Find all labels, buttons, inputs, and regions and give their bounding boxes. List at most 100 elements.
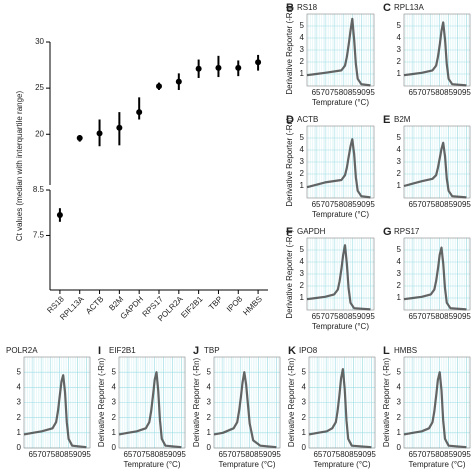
panel-title: EIF2B1 (109, 346, 136, 355)
y-tick-label: 1 (17, 428, 22, 437)
x-tick-label: 75 (426, 200, 435, 209)
x-tick-label: 95 (462, 88, 471, 97)
panel-title: TBP (204, 346, 220, 355)
x-tick-label: 90 (168, 450, 177, 459)
x-tick-label: 65 (408, 88, 417, 97)
x-tick-label: 65 (408, 450, 417, 459)
x-tick-label: 90 (357, 200, 366, 209)
y-tick-label: 3 (112, 398, 117, 407)
y-tick-label: 1 (397, 69, 402, 78)
y-tick-label: 25 (35, 83, 44, 92)
x-tick-label: 80 (339, 200, 348, 209)
plot-frame (23, 356, 91, 449)
y-tick-label: 5 (302, 367, 307, 376)
y-tick-label: 5 (300, 245, 305, 254)
y-axis-label: Derivative Reporter (-Rn) (287, 357, 296, 447)
x-tick-label: 65 (408, 312, 417, 321)
x-tick-label: 80 (339, 88, 348, 97)
y-tick-label: 4 (112, 382, 117, 391)
plot-frame (118, 356, 186, 449)
x-tick-label: 70 (417, 450, 426, 459)
x-tick-label: 90 (73, 450, 82, 459)
y-tick-label: 2 (397, 413, 402, 422)
melt-curve (403, 141, 467, 199)
y-tick-label: 3 (207, 398, 212, 407)
panel-letter: B (286, 2, 294, 14)
x-axis-label: Temprature (°C) (124, 460, 181, 469)
panel-letter: G (383, 226, 392, 238)
panel-letter: D (286, 114, 294, 126)
x-tick-label: 70 (227, 450, 236, 459)
plot-frame (403, 356, 471, 449)
x-tick-label: 70 (417, 312, 426, 321)
x-tick-label: EIF2B1 (179, 294, 205, 320)
x-axis-label: Temprature (°C) (314, 460, 371, 469)
y-axis-label: Derivative Reporter (-Rn) (382, 357, 391, 447)
x-tick-label: 80 (55, 450, 64, 459)
x-tick-label: 95 (462, 200, 471, 209)
median-dot (96, 130, 103, 137)
x-tick-label: 70 (321, 88, 330, 97)
y-tick-label: 2 (300, 169, 305, 178)
x-tick-label: 80 (340, 450, 349, 459)
melt-curve (403, 21, 467, 87)
y-axis-label: Ct values (median with interquartile ran… (15, 91, 24, 242)
y-tick-label: 20 (35, 129, 44, 138)
x-tick-label: 85 (444, 200, 453, 209)
x-tick-label: 95 (272, 450, 281, 459)
y-tick-label: 4 (300, 33, 305, 42)
y-tick-label: 4 (300, 257, 305, 266)
x-tick-label: 75 (330, 88, 339, 97)
y-tick-label: 0 (397, 443, 402, 452)
x-tick-label: 80 (435, 450, 444, 459)
panel-letter: E (383, 114, 390, 126)
y-tick-label: 7.5 (33, 231, 45, 240)
plot-frame (306, 237, 375, 311)
x-tick-label: 95 (462, 450, 471, 459)
y-tick-label: 5 (300, 133, 305, 142)
melt-curve (23, 374, 87, 449)
x-tick-label: 65 (28, 450, 37, 459)
y-tick-label: 0 (302, 443, 307, 452)
x-tick-label: 95 (177, 450, 186, 459)
y-tick-label: 5 (397, 367, 402, 376)
x-tick-label: TBP (207, 295, 224, 312)
y-tick-label: 5 (397, 245, 402, 254)
x-tick-label: 80 (435, 312, 444, 321)
panel-title: ACTB (297, 115, 318, 124)
y-axis-label: Derivative Reporter (-Rn) (192, 357, 201, 447)
median-dot (195, 65, 202, 72)
panel-title: B2M (394, 115, 411, 124)
y-tick-label: 5 (300, 21, 305, 30)
y-tick-label: 4 (17, 382, 22, 391)
y-tick-label: 2 (302, 413, 307, 422)
y-tick-label: 3 (302, 398, 307, 407)
x-axis-label: Temprature (°C) (409, 460, 466, 469)
x-tick-label: 80 (245, 450, 254, 459)
y-tick-label: 0 (112, 443, 117, 452)
x-tick-label: 65 (312, 88, 321, 97)
panel-title: RS18 (297, 3, 318, 12)
x-tick-label: 90 (357, 312, 366, 321)
y-tick-label: 4 (300, 145, 305, 154)
x-tick-label: 65 (123, 450, 132, 459)
y-tick-label: 2 (397, 57, 402, 66)
melt-curve (118, 371, 182, 449)
melt-curve (306, 138, 371, 199)
x-tick-label: 75 (426, 312, 435, 321)
melt-curve (213, 371, 277, 449)
y-axis-label: Derivative Reporter (-Rn) (97, 357, 106, 447)
panel-title: POLR2A (6, 346, 38, 355)
median-dot (255, 59, 262, 66)
median-dot (116, 124, 123, 131)
y-tick-label: 5 (397, 133, 402, 142)
y-tick-label: 1 (397, 428, 402, 437)
x-tick-label: 95 (462, 312, 471, 321)
y-tick-label: 1 (302, 428, 307, 437)
y-tick-label: 4 (397, 382, 402, 391)
x-tick-label: 90 (358, 450, 367, 459)
x-tick-label: 75 (330, 312, 339, 321)
x-tick-label: 80 (339, 312, 348, 321)
plot-frame (403, 237, 471, 311)
